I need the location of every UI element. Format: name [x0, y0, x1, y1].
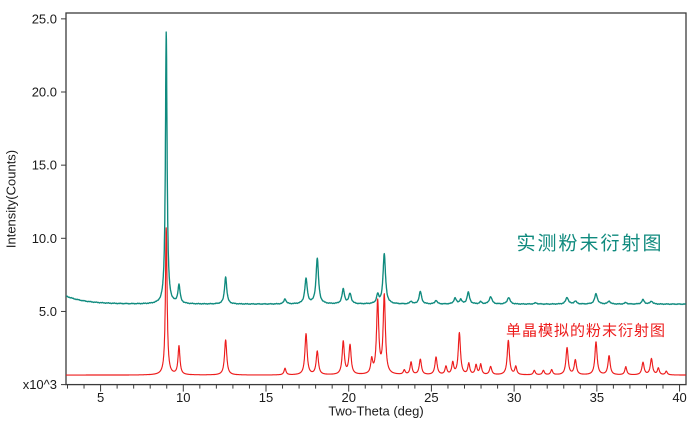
x-tick-label: 35	[590, 390, 604, 405]
x-tick-label: 10	[176, 390, 190, 405]
x-tick-label: 30	[507, 390, 521, 405]
x-tick-label: 15	[259, 390, 273, 405]
y-tick-label: 20.0	[32, 85, 57, 100]
simulated-xrd-trace	[66, 227, 686, 376]
measured-xrd-trace	[66, 31, 686, 306]
y-tick-label: 5.0	[39, 304, 57, 319]
x-tick-label: 40	[672, 390, 686, 405]
x-tick-label: 20	[341, 390, 355, 405]
simulated-pattern-legend-label: 单晶模拟的粉末衍射图	[505, 323, 667, 340]
plot-border	[65, 12, 687, 386]
x-tick-label: 25	[424, 390, 438, 405]
y-tick-label: 25.0	[32, 11, 57, 26]
x-tick-label: 5	[97, 390, 104, 405]
y-tick-label: 15.0	[32, 158, 57, 173]
y-tick-label: 10.0	[32, 231, 57, 246]
measured-pattern-legend-label: 实测粉末衍射图	[516, 233, 664, 255]
y-tick-label: x10^3	[23, 377, 57, 392]
x-axis-title: Two-Theta (deg)	[328, 403, 424, 419]
y-axis-title: Intensity(Counts)	[3, 149, 19, 249]
